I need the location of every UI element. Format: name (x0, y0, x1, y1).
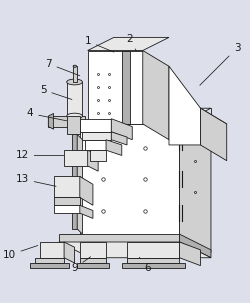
Polygon shape (126, 242, 179, 258)
Text: 10: 10 (2, 245, 38, 260)
Text: 9: 9 (71, 257, 90, 273)
Polygon shape (80, 119, 111, 132)
Polygon shape (87, 37, 168, 51)
Polygon shape (58, 234, 179, 242)
Ellipse shape (66, 79, 82, 85)
Polygon shape (53, 176, 80, 197)
Polygon shape (121, 51, 129, 124)
Polygon shape (82, 132, 111, 140)
Polygon shape (106, 140, 121, 155)
Polygon shape (80, 205, 92, 218)
Polygon shape (179, 124, 210, 252)
Polygon shape (77, 263, 108, 268)
Polygon shape (77, 135, 82, 234)
Text: 7: 7 (45, 58, 80, 76)
Polygon shape (58, 242, 210, 258)
Polygon shape (80, 242, 106, 258)
Text: 2: 2 (126, 34, 136, 51)
Polygon shape (111, 132, 126, 145)
Polygon shape (48, 116, 85, 127)
Text: 12: 12 (16, 150, 64, 160)
Text: 3: 3 (199, 43, 239, 85)
Polygon shape (80, 108, 210, 124)
Text: 13: 13 (16, 174, 56, 186)
Polygon shape (126, 258, 179, 263)
Polygon shape (30, 263, 69, 268)
Polygon shape (179, 242, 200, 266)
Polygon shape (72, 135, 77, 229)
Polygon shape (40, 242, 64, 258)
Text: 1: 1 (84, 36, 114, 52)
Polygon shape (53, 205, 80, 213)
Polygon shape (179, 234, 210, 258)
Polygon shape (87, 51, 142, 124)
Polygon shape (200, 108, 226, 161)
Polygon shape (168, 66, 200, 145)
Text: 4: 4 (26, 108, 66, 121)
Text: 5: 5 (40, 85, 72, 99)
Polygon shape (111, 119, 132, 140)
Polygon shape (53, 197, 80, 205)
Polygon shape (80, 176, 92, 205)
Polygon shape (80, 124, 179, 237)
Polygon shape (87, 150, 98, 171)
Polygon shape (142, 51, 168, 140)
Polygon shape (35, 258, 64, 263)
Polygon shape (64, 150, 87, 166)
Polygon shape (80, 258, 106, 263)
Polygon shape (66, 116, 80, 135)
Ellipse shape (73, 65, 76, 67)
Polygon shape (90, 150, 106, 161)
Ellipse shape (66, 113, 82, 119)
Polygon shape (73, 66, 76, 82)
Polygon shape (85, 140, 105, 150)
Polygon shape (66, 82, 82, 116)
Polygon shape (121, 263, 184, 268)
Polygon shape (64, 242, 74, 263)
Text: 6: 6 (139, 257, 151, 273)
Polygon shape (48, 113, 53, 129)
